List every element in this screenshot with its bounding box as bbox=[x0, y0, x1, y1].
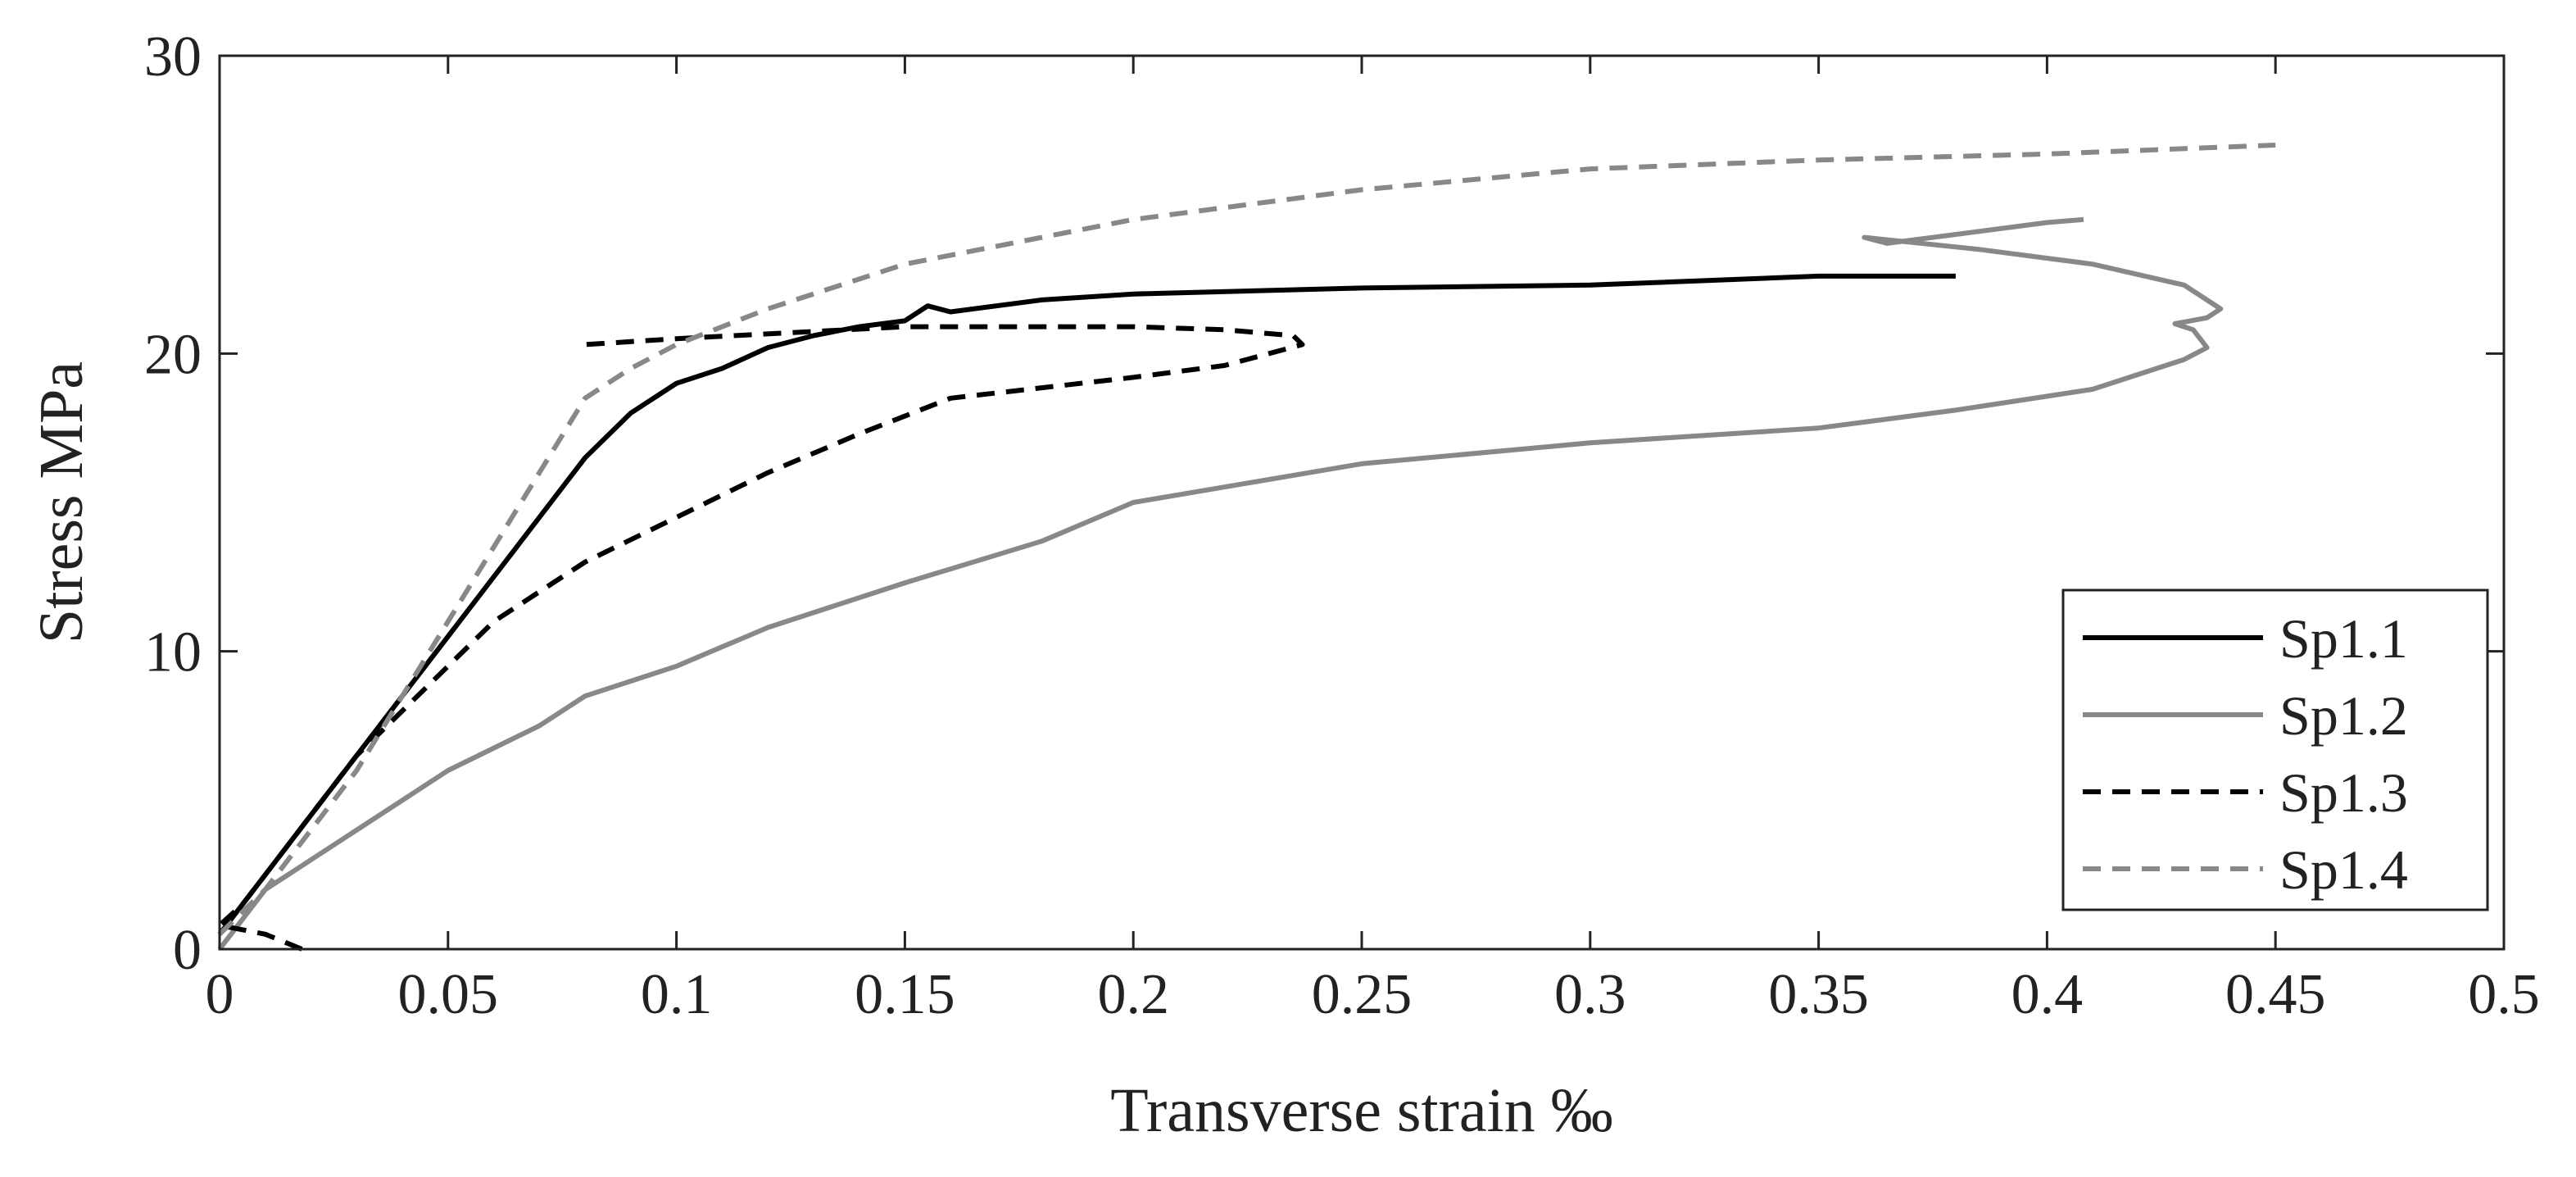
legend-label: Sp1.4 bbox=[2279, 838, 2408, 901]
legend-label: Sp1.3 bbox=[2279, 761, 2408, 824]
x-tick-label: 0.05 bbox=[398, 963, 499, 1026]
series-layer bbox=[217, 143, 2276, 952]
x-tick-label: 0.5 bbox=[2468, 963, 2540, 1026]
legend: Sp1.1 Sp1.2 Sp1.3 Sp1.4 bbox=[2061, 588, 2489, 911]
series-line-sp1-3 bbox=[217, 324, 1305, 952]
x-tick-label: 0 bbox=[206, 963, 234, 1026]
x-tick-label: 0.15 bbox=[855, 963, 955, 1026]
series-line-sp1-2 bbox=[217, 216, 2224, 951]
x-tick-label: 0.45 bbox=[2225, 963, 2326, 1026]
x-tick-label: 0.25 bbox=[1312, 963, 1413, 1026]
legend-box bbox=[2061, 588, 2489, 911]
y-tick-label: 0 bbox=[173, 919, 202, 982]
x-tick-label: 0.1 bbox=[641, 963, 713, 1026]
x-tick-label: 0.35 bbox=[1768, 963, 1869, 1026]
x-tick-label: 0.4 bbox=[2011, 963, 2084, 1026]
y-tick-label: 10 bbox=[144, 621, 202, 684]
x-tick-label: 0.3 bbox=[1554, 963, 1626, 1026]
series-line-sp1-4 bbox=[217, 143, 2276, 936]
y-tick-label: 30 bbox=[144, 25, 202, 89]
x-axis-title: Transverse strain ‰ bbox=[1110, 1076, 1613, 1145]
y-axis-title: Stress MPa bbox=[27, 361, 96, 643]
legend-label: Sp1.2 bbox=[2279, 684, 2408, 747]
y-tick-label: 20 bbox=[144, 323, 202, 386]
x-tick-label: 0.2 bbox=[1097, 963, 1169, 1026]
legend-label: Sp1.1 bbox=[2279, 607, 2408, 670]
ticks-layer: 0 0.05 0.1 0.15 0.2 0.25 0.3 0.35 0.4 0.45 0.5 0 10 2… bbox=[144, 25, 2540, 1026]
